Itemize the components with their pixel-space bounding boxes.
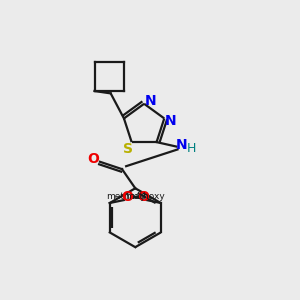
Text: N: N (145, 94, 156, 108)
Text: O: O (88, 152, 99, 166)
Text: N: N (176, 138, 188, 152)
Text: methoxy: methoxy (106, 192, 146, 201)
Text: O: O (137, 190, 149, 204)
Text: O: O (122, 190, 134, 204)
Text: H: H (186, 142, 196, 155)
Text: N: N (165, 114, 177, 128)
Text: methoxy: methoxy (124, 192, 164, 201)
Text: S: S (123, 142, 133, 156)
